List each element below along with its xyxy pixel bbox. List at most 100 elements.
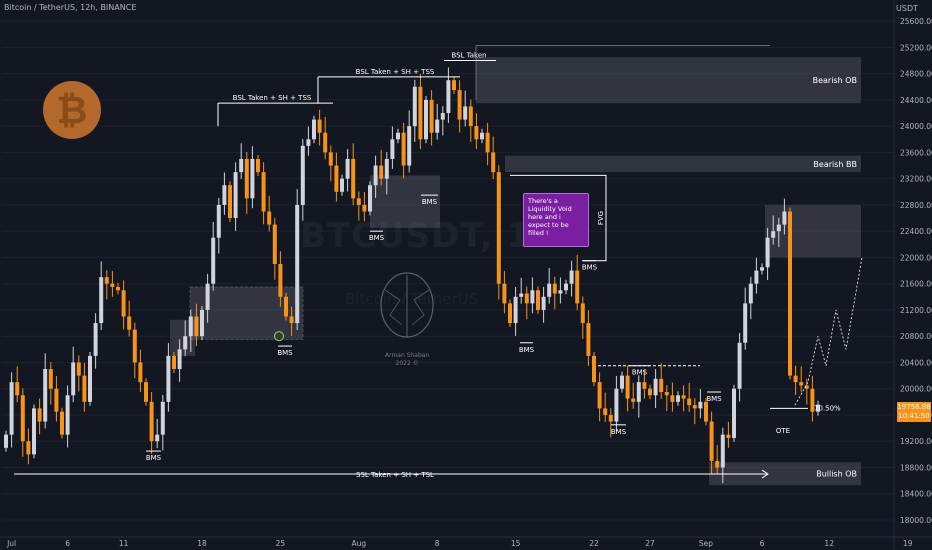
candle-body — [407, 126, 412, 166]
candle-body — [429, 99, 434, 133]
candle-body — [54, 388, 59, 412]
candle-body — [625, 375, 630, 399]
y-tick-label: 21600.00 — [900, 280, 932, 289]
candle-body — [368, 185, 372, 212]
candles — [4, 67, 820, 484]
candle-body — [188, 316, 193, 337]
candle-body — [765, 237, 770, 268]
y-tick-label: 20400.00 — [900, 358, 932, 367]
candle-body — [480, 132, 484, 140]
price-unit: USDT — [896, 4, 918, 13]
x-tick-label: 6 — [65, 539, 70, 548]
last-price-tag: 19756.88 10:41:50 — [897, 402, 931, 422]
candle-body — [48, 369, 53, 389]
candle-body — [754, 270, 759, 284]
x-tick-label: Jul — [6, 539, 16, 548]
x-tick-label: 18 — [197, 539, 207, 548]
bitcoin-logo-icon: ₿ — [43, 81, 101, 139]
candle-body — [222, 185, 227, 205]
fib-label: 70.50% — [814, 404, 841, 412]
candle-body — [715, 460, 720, 468]
candle-body — [452, 80, 456, 91]
x-tick-label: Aug — [351, 539, 366, 548]
y-tick-label: 23200.00 — [900, 175, 932, 184]
candle-body — [541, 296, 546, 310]
candle-body — [160, 401, 165, 435]
bearish-ob-zone-label: Bearish OB — [813, 76, 857, 85]
y-tick-label: 24800.00 — [900, 70, 932, 79]
x-tick-label: 19 — [903, 539, 913, 548]
annotations: BSL Taken + SH + TSS BSL Taken + SH + TSS… — [14, 45, 863, 479]
candle-body — [166, 355, 171, 402]
candle-body — [233, 172, 238, 219]
candle-body — [502, 283, 507, 304]
candle-body — [289, 316, 294, 324]
candle-body — [351, 158, 356, 199]
y-tick-label: 18800.00 — [900, 463, 932, 472]
candle-body — [278, 264, 283, 297]
y-tick-label: 20800.00 — [900, 332, 932, 341]
bms-label: BMS — [632, 369, 648, 377]
x-tick-label: 15 — [511, 539, 521, 548]
candle-body — [250, 158, 255, 199]
bms-label: BMS — [422, 198, 438, 206]
bearish-bb-zone-label: Bearish BB — [813, 160, 857, 169]
bsl-label-3: BSL Taken — [451, 52, 486, 60]
supply-zone — [765, 204, 861, 258]
candle-body — [65, 395, 70, 435]
candle-body — [71, 362, 76, 396]
candle-body — [306, 139, 311, 146]
countdown-value: 10:41:50 — [898, 412, 930, 420]
svg-text:₿: ₿ — [57, 88, 88, 132]
candle-body — [88, 355, 92, 402]
candle-body — [15, 382, 20, 396]
candle-body — [244, 158, 249, 199]
candle-body — [200, 309, 204, 337]
bsl-label-1: BSL Taken + SH + TSS — [233, 94, 312, 102]
candle-body — [491, 152, 496, 173]
candle-body — [424, 99, 428, 140]
candle-body — [261, 172, 266, 212]
candle-body — [771, 231, 776, 238]
candle-body — [592, 355, 596, 383]
candle-body — [698, 401, 703, 409]
x-tick-label: 25 — [276, 539, 286, 548]
candle-body — [216, 204, 221, 238]
candle-body — [328, 152, 333, 166]
candle-body — [155, 434, 160, 442]
candle-body — [272, 224, 277, 264]
candle-body — [788, 211, 792, 376]
bullish-ob-zone — [709, 462, 861, 486]
candle-body — [317, 119, 322, 133]
candle-body — [384, 158, 389, 179]
candle-body — [720, 434, 725, 468]
candle-body — [485, 132, 490, 153]
y-tick-label: 19200.00 — [900, 437, 932, 446]
author-mark: Arman Shaban 2022 © — [385, 352, 429, 368]
ssl-label: SSL Taken + SH + TSL — [356, 471, 434, 479]
candle-body — [737, 342, 742, 389]
candle-body — [323, 132, 328, 153]
candle-body — [726, 434, 731, 438]
candle-body — [144, 382, 148, 402]
candle-body — [743, 303, 748, 343]
fvg-label: FVG — [597, 211, 605, 225]
candle-body — [776, 224, 781, 232]
candle-body — [32, 408, 36, 455]
fvg-bracket — [510, 174, 607, 262]
candle-body — [664, 392, 669, 396]
candle-body — [172, 355, 176, 370]
candle-body — [748, 283, 753, 304]
liquidity-void-callout: There's a Liquidity Void here and i expe… — [523, 193, 589, 247]
y-tick-label: 21200.00 — [900, 306, 932, 315]
candle-body — [104, 277, 109, 284]
candle-body — [760, 267, 764, 271]
candle-body — [474, 126, 479, 140]
name-watermark: Bitcoin / TetherUS — [345, 290, 479, 308]
x-tick-label: 22 — [589, 539, 599, 548]
candle-body — [799, 382, 804, 386]
candle-body — [468, 106, 473, 127]
candle-body — [116, 286, 120, 291]
candle-body — [76, 362, 81, 376]
